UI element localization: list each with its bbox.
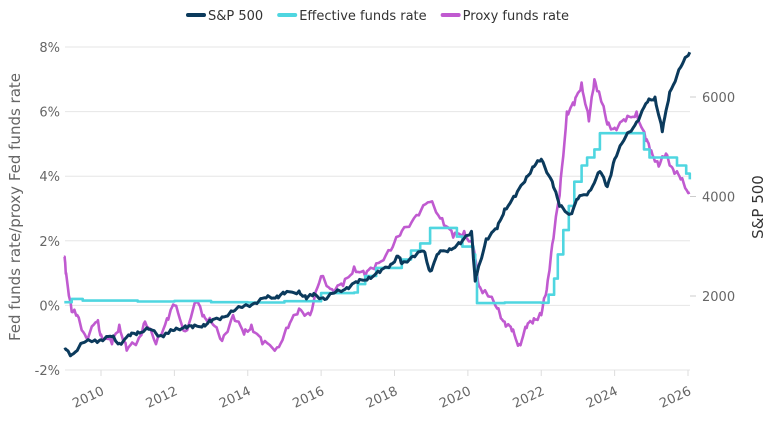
legend: S&P 500 Effective funds rate Proxy funds r… — [186, 9, 569, 24]
x-tick-label: 2026 — [657, 384, 693, 412]
x-tick-label: 2024 — [584, 384, 620, 412]
legend-label: S&P 500 — [208, 9, 263, 24]
x-tick-label: 2014 — [217, 384, 253, 412]
right-y-axis: 2000 4000 6000 — [690, 91, 735, 305]
x-tick-label: 2016 — [290, 384, 326, 412]
series-lines — [63, 51, 692, 358]
left-y-axis: -2% 0% 2% 4% 6% 8% — [35, 41, 60, 379]
y-tick-label: 6% — [39, 106, 60, 121]
y-tick-label: 4% — [39, 170, 60, 185]
y-tick-label: 2% — [39, 235, 60, 250]
legend-label: Proxy funds rate — [463, 9, 569, 24]
gridlines — [65, 46, 690, 371]
y-tick-label: 8% — [39, 41, 60, 56]
y-tick-label: -2% — [35, 364, 60, 379]
series-line-s-p-500 — [63, 51, 692, 358]
y-tick-label: 0% — [39, 299, 60, 314]
legend-label: Effective funds rate — [299, 9, 426, 24]
x-tick-label: 2018 — [364, 384, 400, 412]
x-tick-label: 2012 — [144, 384, 180, 412]
series-line-proxy-funds-rate — [63, 78, 691, 352]
x-tick-label: 2022 — [511, 384, 547, 412]
legend-item: S&P 500 — [186, 9, 263, 24]
x-axis: 2010 2012 2014 2016 2018 2020 2022 2024 2026 — [70, 370, 694, 412]
right-y-axis-title: S&P 500 — [749, 175, 767, 239]
x-tick-label: 2010 — [70, 384, 106, 412]
left-y-axis-title: Fed funds rate/proxy Fed funds rate — [6, 73, 24, 341]
legend-item: Proxy funds rate — [440, 9, 569, 24]
series-line-effective-funds-rate — [64, 131, 692, 305]
x-tick-label: 2020 — [437, 384, 473, 412]
y2-tick-label: 6000 — [702, 91, 735, 106]
legend-item: Effective funds rate — [277, 9, 427, 24]
y2-tick-label: 4000 — [702, 191, 735, 206]
y2-tick-label: 2000 — [702, 290, 735, 305]
